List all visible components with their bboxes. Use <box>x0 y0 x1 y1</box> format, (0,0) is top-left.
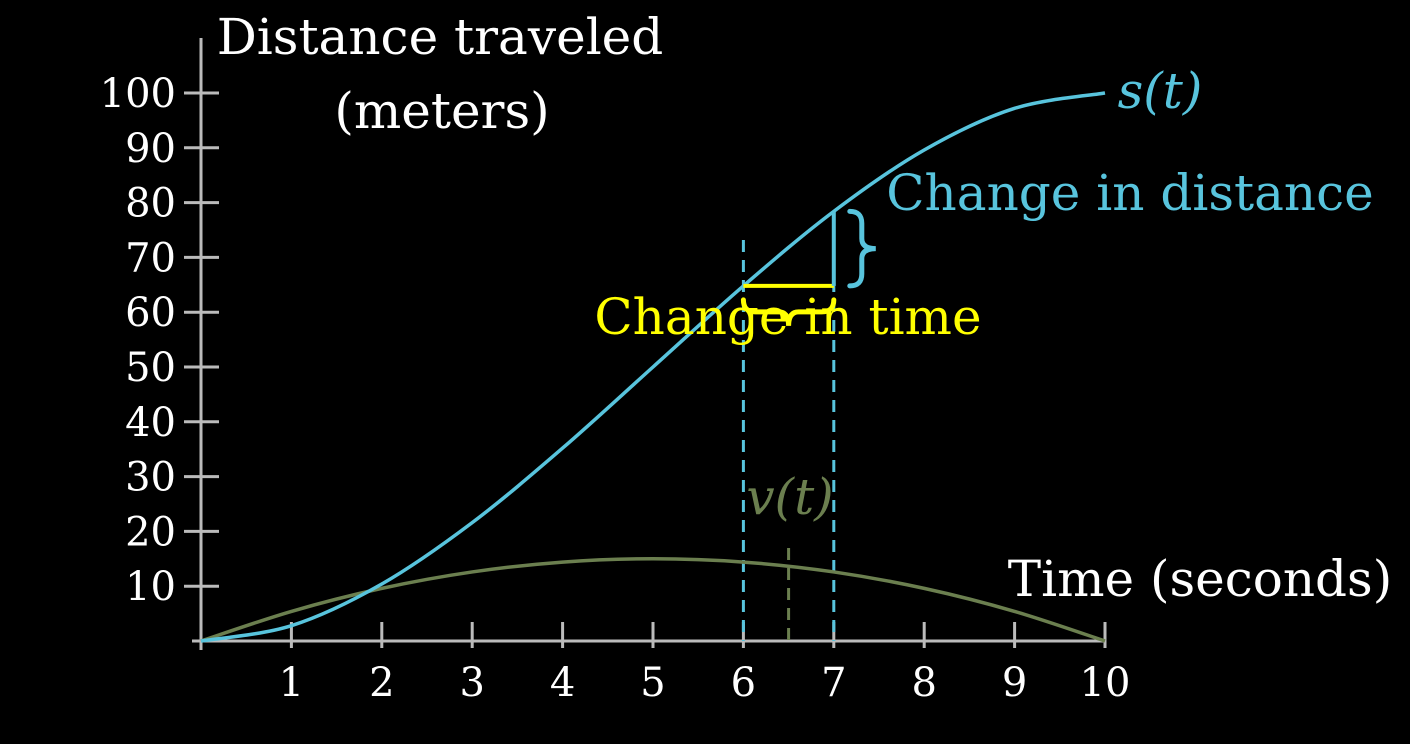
y-tick-label-90: 90 <box>125 126 176 172</box>
x-tick-label-7: 7 <box>821 660 846 706</box>
time-change-label: Change in time <box>594 288 981 346</box>
x-tick-label-6: 6 <box>731 660 756 706</box>
series-label-s: s(t) <box>1118 62 1203 120</box>
x-tick-label-4: 4 <box>550 660 575 706</box>
y-tick-label-40: 40 <box>125 400 176 446</box>
velocity-curve <box>200 557 1106 643</box>
x-axis-title: Time (seconds) <box>1008 550 1392 608</box>
distance-change-label: Change in distance <box>886 164 1373 222</box>
y-axis-title-line2: (meters) <box>334 82 549 140</box>
series-label-v: v(t) <box>746 468 833 526</box>
y-tick-label-80: 80 <box>125 181 176 227</box>
axes <box>192 38 1105 650</box>
y-tick-label-60: 60 <box>125 290 176 336</box>
x-tick-label-10: 10 <box>1080 660 1131 706</box>
x-tick-label-2: 2 <box>369 660 394 706</box>
curves <box>200 91 1106 643</box>
y-tick-label-70: 70 <box>125 235 176 281</box>
x-tick-label-9: 9 <box>1002 660 1027 706</box>
x-tick-label-3: 3 <box>459 660 484 706</box>
distance-curve <box>200 91 1106 643</box>
x-tick-label-1: 1 <box>279 660 304 706</box>
y-tick-label-10: 10 <box>125 564 176 610</box>
y-tick-label-50: 50 <box>125 345 176 391</box>
distance-change-brace <box>847 208 876 289</box>
tick-marks: 1 2 3 4 5 6 7 8 9 10 10 20 30 40 50 60 70 80 90 100 <box>100 71 1131 706</box>
y-tick-label-30: 30 <box>125 455 176 501</box>
x-tick-label-8: 8 <box>911 660 936 706</box>
y-tick-label-100: 100 <box>100 71 176 117</box>
annotations <box>740 208 876 326</box>
time-change-brace <box>740 297 837 326</box>
y-axis-title-line1: Distance traveled <box>217 8 664 66</box>
y-tick-label-20: 20 <box>125 509 176 555</box>
x-tick-label-5: 5 <box>640 660 665 706</box>
